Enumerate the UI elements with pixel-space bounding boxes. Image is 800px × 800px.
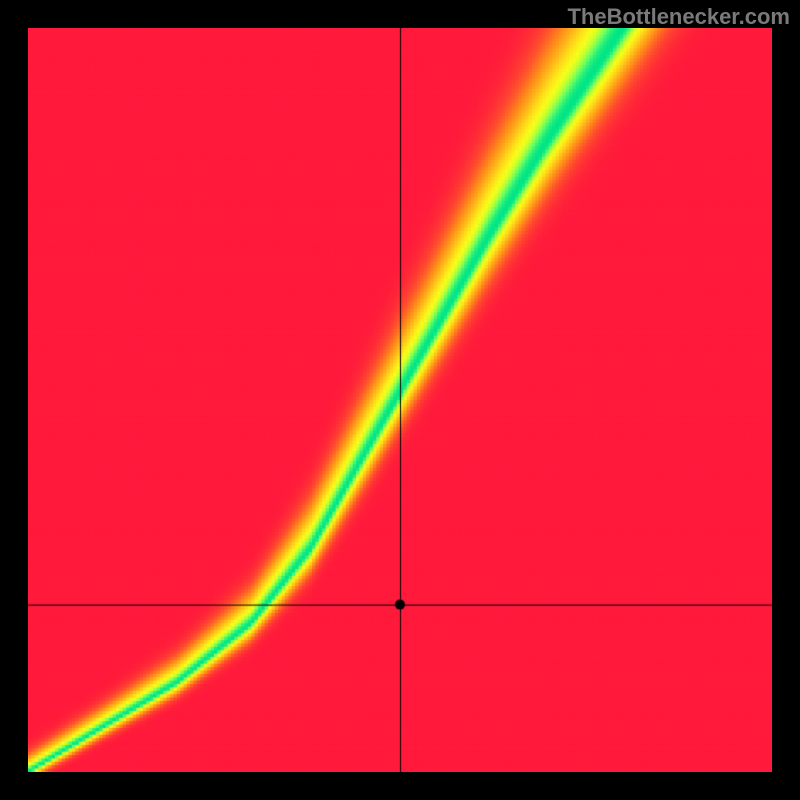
watermark-label: TheBottlenecker.com <box>567 4 790 30</box>
chart-container: TheBottlenecker.com <box>0 0 800 800</box>
heatmap-canvas <box>28 28 772 772</box>
